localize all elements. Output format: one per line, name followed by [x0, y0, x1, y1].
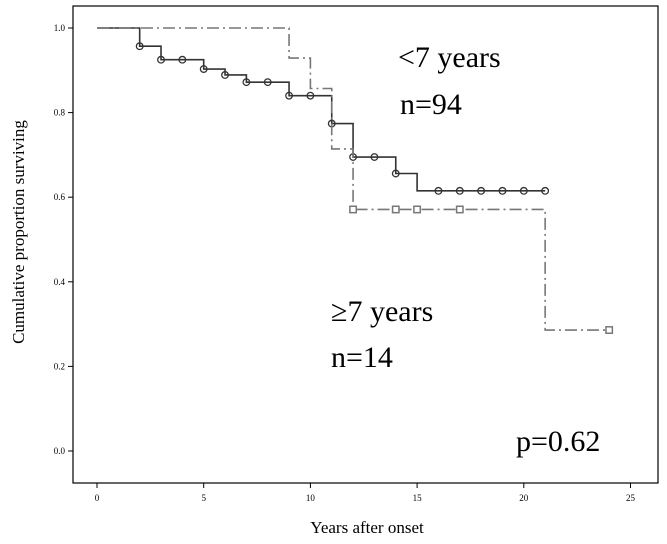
censor-marker-circle [135, 42, 144, 51]
x-tick-label: 10 [306, 493, 316, 503]
censor-marker-square [455, 205, 464, 214]
censor-marker-circle [519, 186, 528, 195]
censor-marker-square [605, 326, 614, 334]
survival-curve-1 [97, 27, 546, 192]
y-tick-label: 0.4 [54, 277, 66, 287]
y-tick-label: 0.0 [54, 446, 66, 456]
survival-curve-2 [97, 27, 610, 331]
censor-marker-circle [455, 186, 464, 195]
series-layer [97, 27, 614, 334]
group2-label: ≥7 years [331, 295, 433, 328]
censor-marker-circle [541, 186, 550, 195]
censor-marker-circle [434, 186, 443, 195]
censor-marker-circle [498, 186, 507, 195]
group1-label: <7 years [398, 41, 501, 74]
x-axis: 0 5 10 15 20 25 [95, 483, 636, 503]
censor-marker-square [413, 205, 422, 214]
censor-marker-circle [199, 65, 208, 73]
x-tick-label: 20 [519, 493, 529, 503]
y-tick-label: 0.6 [54, 192, 66, 202]
censor-marker-square [391, 205, 400, 214]
censor-marker-circle [285, 91, 294, 100]
censor-marker-circle [157, 55, 165, 64]
x-tick-label: 0 [95, 493, 100, 503]
group2-n: n=14 [331, 341, 393, 374]
censor-marker-circle [391, 169, 400, 178]
x-axis-label: Years after onset [310, 518, 424, 537]
censor-marker-circle [370, 153, 379, 161]
censor-marker-square [349, 205, 358, 214]
censor-marker-circle [178, 55, 187, 64]
x-tick-label: 25 [626, 493, 636, 503]
p-value: p=0.62 [516, 425, 600, 458]
censor-marker-circle [306, 91, 315, 100]
censor-marker-circle [263, 78, 272, 87]
y-tick-label: 0.8 [54, 108, 66, 118]
group1-n: n=94 [400, 88, 462, 121]
x-tick-label: 15 [413, 493, 423, 503]
censor-marker-circle [477, 186, 486, 195]
y-tick-label: 1.0 [54, 23, 66, 33]
y-tick-label: 0.2 [54, 361, 65, 371]
censor-marker-circle [242, 78, 251, 87]
y-axis: 0.0 0.2 0.4 0.6 0.8 1.0 [54, 23, 73, 456]
y-axis-label: Cumulative proportion surviving [9, 120, 28, 344]
censor-marker-circle [221, 71, 229, 79]
plot-frame [72, 5, 659, 484]
x-tick-label: 5 [201, 493, 206, 503]
